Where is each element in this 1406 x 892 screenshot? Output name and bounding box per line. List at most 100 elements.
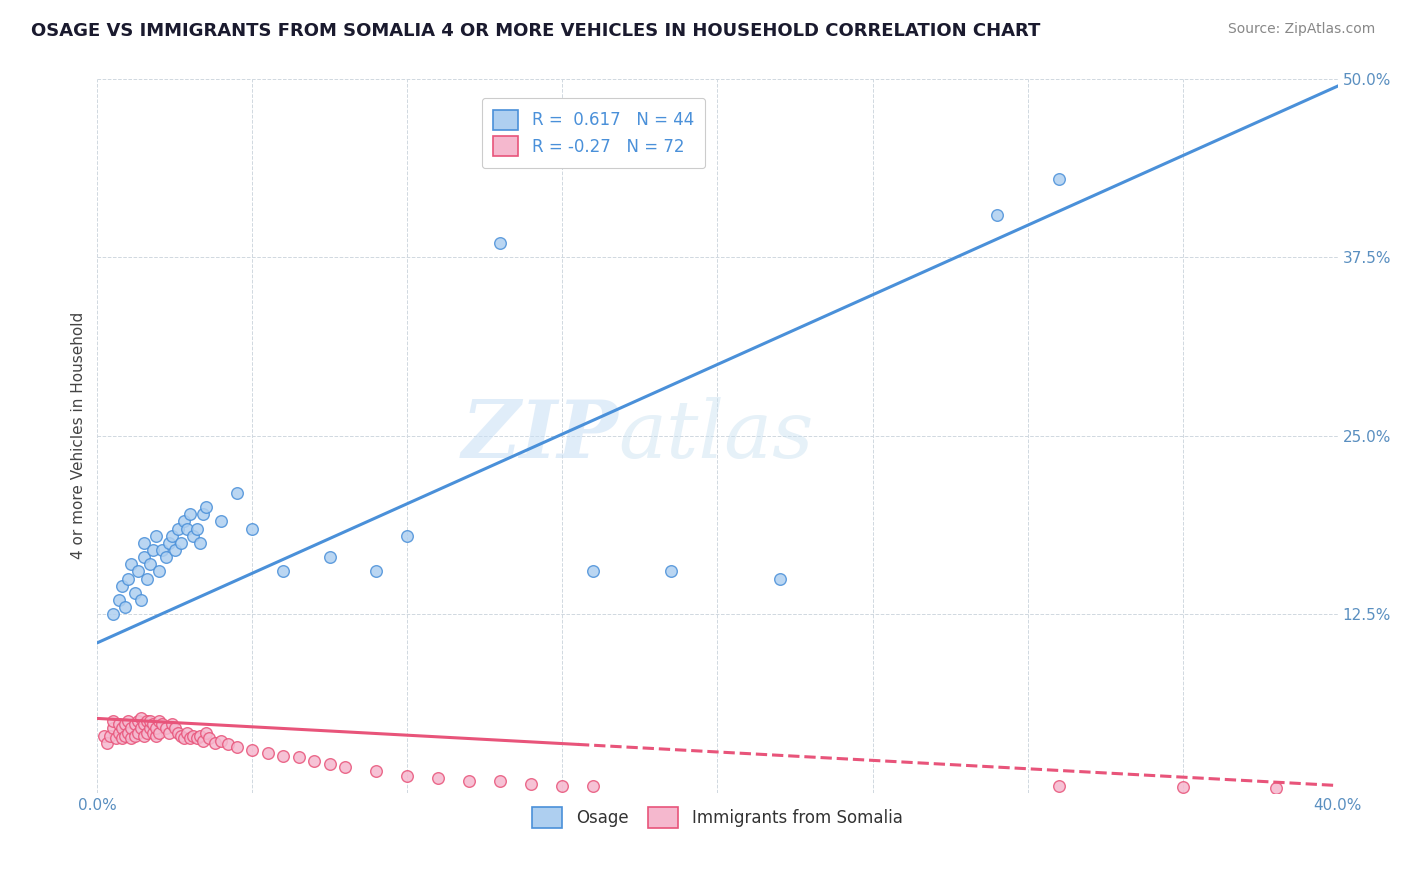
Legend: Osage, Immigrants from Somalia: Osage, Immigrants from Somalia bbox=[526, 801, 910, 834]
Point bbox=[139, 722, 162, 736]
Point bbox=[127, 725, 149, 739]
Point bbox=[273, 748, 295, 763]
Point bbox=[111, 579, 134, 593]
Point bbox=[427, 772, 450, 786]
Point bbox=[120, 731, 142, 746]
Point bbox=[132, 550, 155, 565]
Point bbox=[101, 722, 124, 736]
Point bbox=[194, 725, 217, 739]
Point bbox=[176, 725, 198, 739]
Point bbox=[304, 754, 326, 768]
Point bbox=[396, 529, 419, 543]
Point bbox=[170, 536, 193, 550]
Point bbox=[136, 714, 159, 729]
Point bbox=[108, 725, 131, 739]
Point bbox=[458, 774, 481, 789]
Point bbox=[111, 731, 134, 746]
Point bbox=[659, 565, 682, 579]
Point bbox=[319, 550, 342, 565]
Text: ZIP: ZIP bbox=[461, 397, 619, 475]
Point bbox=[93, 729, 115, 743]
Point bbox=[108, 717, 131, 731]
Point bbox=[132, 729, 155, 743]
Point bbox=[191, 508, 214, 522]
Point bbox=[217, 737, 239, 751]
Point bbox=[191, 734, 214, 748]
Point bbox=[114, 717, 136, 731]
Point bbox=[160, 529, 183, 543]
Text: OSAGE VS IMMIGRANTS FROM SOMALIA 4 OR MORE VEHICLES IN HOUSEHOLD CORRELATION CHA: OSAGE VS IMMIGRANTS FROM SOMALIA 4 OR MO… bbox=[31, 22, 1040, 40]
Point bbox=[242, 522, 264, 536]
Point bbox=[396, 768, 419, 782]
Point bbox=[1171, 780, 1194, 794]
Point bbox=[129, 722, 152, 736]
Point bbox=[273, 565, 295, 579]
Point bbox=[132, 717, 155, 731]
Point bbox=[986, 208, 1008, 222]
Point bbox=[114, 600, 136, 615]
Point bbox=[1047, 779, 1070, 793]
Point bbox=[183, 529, 205, 543]
Point bbox=[98, 729, 121, 743]
Point bbox=[288, 750, 311, 764]
Point bbox=[366, 764, 388, 779]
Point bbox=[101, 714, 124, 729]
Point bbox=[127, 565, 149, 579]
Point bbox=[96, 736, 118, 750]
Point bbox=[167, 725, 190, 739]
Point bbox=[186, 522, 208, 536]
Point bbox=[170, 729, 193, 743]
Point bbox=[145, 722, 167, 736]
Text: Source: ZipAtlas.com: Source: ZipAtlas.com bbox=[1227, 22, 1375, 37]
Point bbox=[204, 736, 226, 750]
Point bbox=[157, 536, 180, 550]
Point bbox=[179, 731, 201, 746]
Point bbox=[148, 714, 170, 729]
Point bbox=[136, 572, 159, 586]
Point bbox=[194, 500, 217, 515]
Point bbox=[127, 714, 149, 729]
Point bbox=[173, 731, 195, 746]
Point bbox=[139, 558, 162, 572]
Point bbox=[120, 722, 142, 736]
Point bbox=[225, 486, 247, 500]
Point bbox=[160, 717, 183, 731]
Point bbox=[163, 543, 186, 558]
Point bbox=[768, 572, 790, 586]
Point bbox=[157, 725, 180, 739]
Point bbox=[124, 717, 146, 731]
Point bbox=[176, 522, 198, 536]
Point bbox=[209, 515, 232, 529]
Point bbox=[142, 717, 165, 731]
Point bbox=[148, 565, 170, 579]
Point bbox=[186, 731, 208, 746]
Point bbox=[148, 725, 170, 739]
Point bbox=[1047, 172, 1070, 186]
Point bbox=[335, 760, 357, 774]
Point bbox=[142, 543, 165, 558]
Point bbox=[117, 725, 139, 739]
Y-axis label: 4 or more Vehicles in Household: 4 or more Vehicles in Household bbox=[72, 312, 86, 559]
Point bbox=[132, 536, 155, 550]
Point bbox=[188, 729, 211, 743]
Point bbox=[155, 722, 177, 736]
Point bbox=[120, 558, 142, 572]
Point bbox=[111, 722, 134, 736]
Point bbox=[489, 774, 512, 789]
Point bbox=[117, 572, 139, 586]
Point bbox=[124, 586, 146, 600]
Point bbox=[108, 593, 131, 607]
Point bbox=[242, 743, 264, 757]
Point bbox=[188, 536, 211, 550]
Point bbox=[551, 779, 574, 793]
Point bbox=[489, 236, 512, 251]
Point bbox=[163, 722, 186, 736]
Point bbox=[319, 757, 342, 772]
Point bbox=[209, 734, 232, 748]
Point bbox=[104, 731, 127, 746]
Point bbox=[198, 731, 221, 746]
Point bbox=[582, 779, 605, 793]
Point bbox=[152, 543, 174, 558]
Point bbox=[145, 729, 167, 743]
Point bbox=[117, 714, 139, 729]
